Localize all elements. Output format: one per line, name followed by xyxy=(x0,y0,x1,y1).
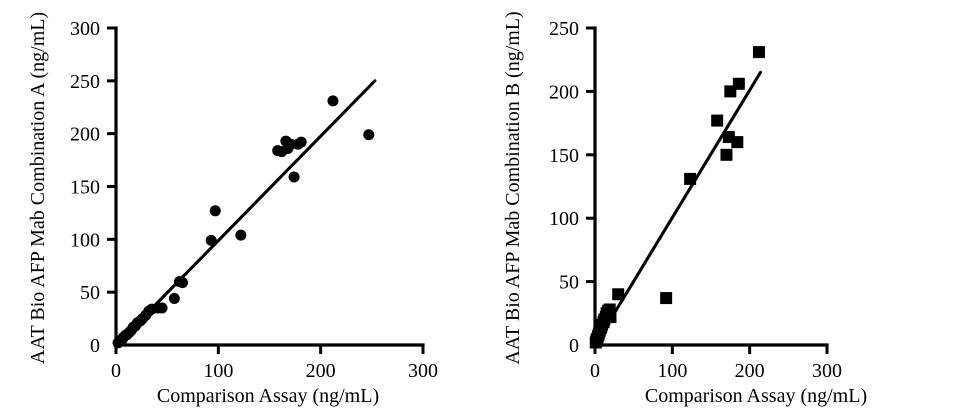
scatter-panel-b: 0 50 100 150 200 250 0 100 200 300 Comparison Ass… xyxy=(489,0,978,418)
fit-line-a xyxy=(114,79,377,347)
y-tick-label-b-4: 200 xyxy=(549,81,579,103)
y-tick-label-a-1: 50 xyxy=(80,282,100,304)
data-point-a-23 xyxy=(235,229,247,241)
y-axis-title-b: AAT Bio AFP Mab Combination B (ng/mL) xyxy=(502,11,524,364)
x-tick-label-b-3: 300 xyxy=(812,360,842,382)
scatter-panel-a: 0 50 100 150 200 250 300 0 100 200 300 Comparison … xyxy=(0,0,489,418)
regression-line-b xyxy=(593,70,763,347)
data-point-a-22 xyxy=(209,205,221,217)
x-tick-label-a-1: 100 xyxy=(203,360,233,382)
data-point-a-29 xyxy=(288,171,300,183)
axes-a xyxy=(107,26,425,354)
fit-line-b xyxy=(593,70,763,347)
y-tick-label-b-3: 150 xyxy=(549,145,579,167)
y-tick-label-b-2: 100 xyxy=(549,208,579,230)
x-tick-label-a-3: 300 xyxy=(408,360,438,382)
data-point-b-17 xyxy=(660,292,673,305)
data-point-b-16 xyxy=(612,288,625,301)
data-point-a-33 xyxy=(363,129,375,141)
x-tick-label-a-2: 200 xyxy=(306,360,336,382)
data-point-a-32 xyxy=(327,95,339,107)
y-tick-label-a-4: 200 xyxy=(70,124,100,146)
axis-lines-b xyxy=(593,26,829,347)
data-point-b-23 xyxy=(731,136,744,149)
y-tick-label-a-5: 250 xyxy=(70,71,100,93)
y-axis-title-a: AAT Bio AFP Mab Combination A (ng/mL) xyxy=(27,12,49,364)
y-tick-label-b-1: 50 xyxy=(559,272,579,294)
axes-b xyxy=(586,26,829,354)
data-point-b-25 xyxy=(752,46,765,59)
y-tick-label-a-2: 100 xyxy=(70,229,100,251)
tick-labels-a: 0 50 100 150 200 250 300 0 100 200 300 xyxy=(70,18,438,382)
data-point-b-20 xyxy=(720,148,733,161)
y-tick-label-a-3: 150 xyxy=(70,177,100,199)
data-points-b xyxy=(589,46,765,349)
x-tick-label-a-0: 0 xyxy=(111,360,121,382)
plot-area-b: 0 50 100 150 200 250 0 100 200 300 Comparison Ass… xyxy=(502,11,867,407)
y-tick-label-b-5: 250 xyxy=(549,18,579,40)
data-points-a xyxy=(112,95,375,349)
x-tick-label-b-2: 200 xyxy=(735,360,765,382)
plot-area-a: 0 50 100 150 200 250 300 0 100 200 300 Comparison … xyxy=(27,12,438,407)
x-tick-label-b-0: 0 xyxy=(590,360,600,382)
data-point-a-18 xyxy=(168,293,180,305)
data-point-b-24 xyxy=(732,77,745,90)
tick-labels-b: 0 50 100 150 200 250 0 100 200 300 xyxy=(549,18,842,382)
data-point-a-31 xyxy=(295,136,307,148)
y-tick-label-a-6: 300 xyxy=(70,18,100,40)
data-point-b-19 xyxy=(711,114,724,127)
x-tick-label-b-1: 100 xyxy=(657,360,687,382)
y-tick-label-b-0: 0 xyxy=(569,335,579,357)
x-axis-title-b: Comparison Assay (ng/mL) xyxy=(645,385,867,407)
data-point-a-17 xyxy=(156,302,168,314)
regression-line-a xyxy=(114,79,377,347)
y-tick-label-a-0: 0 xyxy=(90,335,100,357)
data-point-a-21 xyxy=(205,234,217,246)
x-axis-title-a: Comparison Assay (ng/mL) xyxy=(157,385,379,407)
data-point-b-18 xyxy=(684,172,697,185)
data-point-b-15 xyxy=(604,311,617,324)
data-point-a-20 xyxy=(177,277,189,289)
